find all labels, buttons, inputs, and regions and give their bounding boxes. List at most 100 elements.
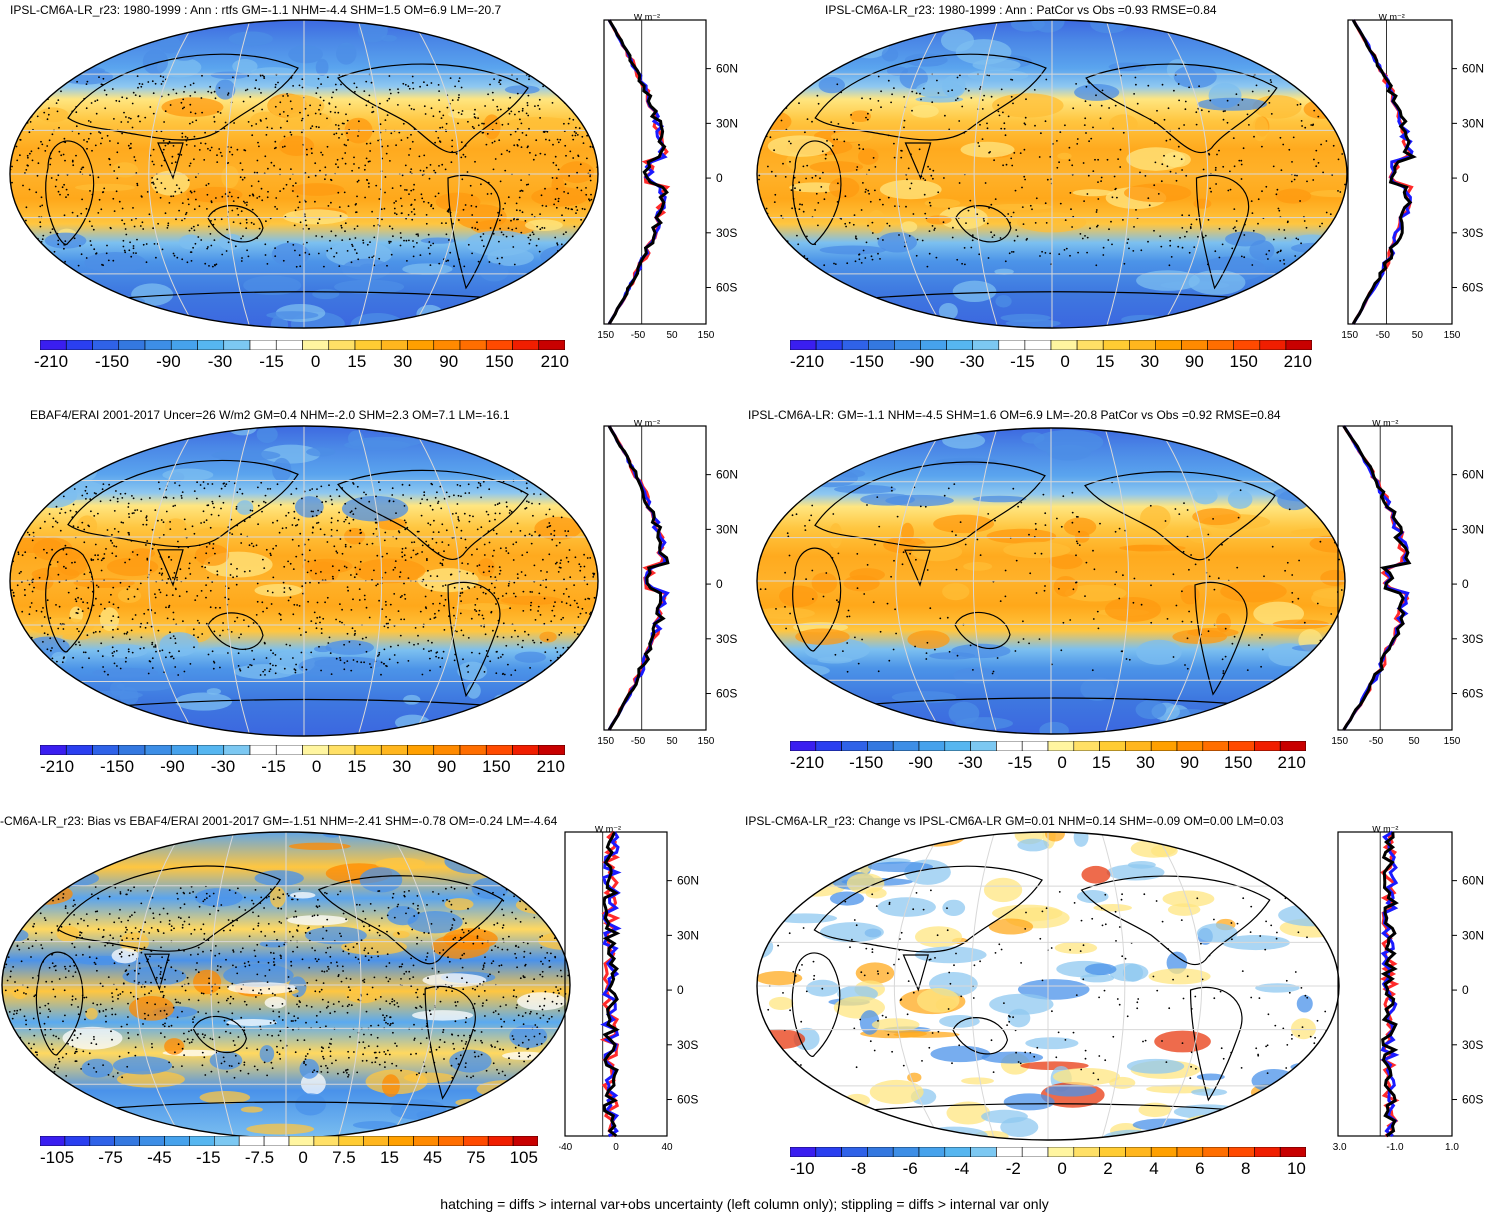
mean-profile-black (602, 831, 621, 1138)
profile-x-tick-label: 150 (698, 736, 715, 747)
colorbar-tick-label: -2 (1005, 1159, 1021, 1178)
profile-unit: W m⁻² (595, 826, 621, 834)
latitude-tick-label: 0 (716, 171, 723, 185)
figure-footnote: hatching = diffs > internal var+obs unce… (440, 1196, 1049, 1212)
colorbar-tick-label: -90 (156, 352, 181, 371)
colorbar-tick-label: -150 (100, 757, 135, 776)
colorbar-tick-label: 150 (1224, 753, 1253, 772)
colorbar-tick-label: 75 (466, 1148, 486, 1167)
zonal-mean-profile: W m⁻² 60N 30N 0 30S 60S -150 -50 50 150 (1342, 14, 1484, 341)
profile-unit: W m⁻² (1378, 14, 1404, 22)
profile-x-tick-label: 50 (1412, 330, 1424, 341)
colorbar-tick-label: 15 (1095, 352, 1115, 371)
colorbar-tick-label: -210 (34, 352, 69, 371)
colorbar-tick-label: -10 (790, 1159, 815, 1178)
colorbar-tick-label: 210 (1283, 352, 1312, 371)
colorbar-tick-label: 0 (311, 757, 322, 776)
coastline (317, 875, 504, 965)
colorbar-tick-label: -210 (40, 757, 75, 776)
colorbar-tick-label: 90 (437, 757, 457, 776)
mean-profile-black (607, 19, 669, 325)
colorbar-tick-label: -105 (40, 1148, 75, 1167)
profile-x-tick-label: -50 (631, 330, 646, 341)
colorbar (40, 340, 565, 350)
coastline (904, 549, 931, 587)
latitude-tick-label: 60N (677, 874, 699, 888)
colorbar-tick-label: -15 (259, 352, 284, 371)
obs-profile-blue (1351, 19, 1414, 325)
colorbar-tick-label: 90 (1179, 753, 1199, 772)
colorbar-tick-label: -210 (790, 753, 825, 772)
colorbar-labels: -210 -150 -90 -30 -15 0 15 30 90 150 210 (790, 352, 1312, 372)
latitude-tick-label: 30S (716, 226, 737, 240)
colorbar (790, 741, 1306, 751)
latitude-tick-label: 30N (677, 928, 699, 942)
colorbar-labels: -210 -150 -90 -30 -15 0 15 30 90 150 210 (40, 757, 565, 777)
obs-profile-blue (607, 425, 670, 731)
coastline (192, 1015, 247, 1053)
zonal-mean-profile: W m⁻² 60N 30N 0 30S 60S -150 -50 50 150 (598, 14, 738, 341)
profile-x-tick-label: 150 (1444, 736, 1461, 747)
colorbar-tick-label: -15 (195, 1148, 221, 1167)
colorbar-tick-label: -90 (160, 757, 185, 776)
coastline (207, 205, 264, 243)
profile-x-tick-label: -150 (1342, 330, 1358, 341)
profile-x-tick-label: -50 (1369, 736, 1384, 747)
profile-x-tick-label: -50 (631, 736, 646, 747)
coastline (904, 142, 932, 180)
obs-profile-blue (1342, 425, 1410, 731)
colorbar-tick-label: 0 (298, 1148, 308, 1167)
coastline (954, 611, 1011, 649)
panel-title: IPSL-CM6A-LR_r23: Change vs IPSL-CM6A-LR… (745, 814, 1284, 828)
profile-x-tick-label: -150 (598, 330, 614, 341)
world-map (9, 19, 599, 329)
latitude-tick-label: 0 (1462, 171, 1469, 185)
panel-title: IPSL-CM6A-LR_r23: 1980-1999 : Ann : PatC… (825, 3, 1217, 17)
profile-unit: W m⁻² (634, 14, 660, 22)
zonal-mean-profile: W m⁻² 60N 30N 0 30S 60S -150 -50 50 150 (1332, 420, 1484, 747)
colorbar-tick-label: -4 (954, 1159, 970, 1178)
latitude-tick-label: 60S (1462, 687, 1483, 701)
colorbar-labels: -210 -150 -90 -30 -15 0 15 30 90 150 210 (790, 753, 1306, 773)
colorbar-tick-label: 45 (423, 1148, 443, 1167)
colorbar-tick-label: 0 (1060, 352, 1070, 371)
coastline (67, 459, 299, 548)
panel-title: -CM6A-LR_r23: Bias vs EBAF4/ERAI 2001-20… (0, 814, 558, 828)
colorbar-labels: -210 -150 -90 -30 -15 0 15 30 90 150 210 (34, 352, 569, 372)
latitude-tick-label: 60S (716, 687, 737, 701)
colorbar (790, 340, 1312, 350)
obs-profile-blue (607, 19, 668, 325)
colorbar-tick-label: -90 (909, 352, 935, 371)
latitude-tick-label: 60N (1462, 468, 1484, 482)
colorbar-tick-label: -75 (98, 1148, 123, 1167)
colorbar-tick-label: 210 (536, 757, 565, 776)
profile-x-tick-label: 50 (666, 736, 678, 747)
profile-x-tick-label: -1.0 (1386, 1142, 1404, 1153)
panel-title: IPSL-CM6A-LR: GM=-1.1 NHM=-4.5 SHM=1.6 O… (748, 408, 1281, 422)
colorbar-tick-label: 0 (1057, 753, 1067, 772)
colorbar (40, 745, 565, 755)
colorbar-tick-label: 30 (1135, 753, 1155, 772)
colorbar-tick-label: -210 (790, 352, 825, 371)
mean-profile-black (1351, 19, 1417, 325)
latitude-tick-label: 60S (1462, 1093, 1483, 1107)
colorbar-tick-label: 10 (1286, 1159, 1306, 1178)
colorbar-tick-label: 15 (380, 1148, 399, 1167)
model-profile-red (1342, 425, 1410, 731)
latitude-tick-label: 0 (716, 577, 723, 591)
world-map (756, 831, 1340, 1141)
colorbar-tick-label: -150 (849, 352, 884, 371)
latitude-tick-label: 0 (677, 983, 684, 997)
profile-x-tick-label: 0 (613, 1142, 619, 1153)
latitude-tick-label: 60S (677, 1093, 698, 1107)
latitude-tick-label: 60S (716, 281, 737, 295)
world-map (9, 425, 599, 737)
colorbar-labels: -10 -8 -6 -4 -2 0 2 4 6 8 10 (790, 1159, 1306, 1179)
profile-x-tick-label: -40 (559, 1142, 573, 1153)
coastline (902, 954, 930, 992)
model-profile-red (1351, 19, 1414, 325)
zonal-mean-profile: W m⁻² 60N 30N 0 30S 60S -3.0 -1.0 1.0 (1332, 826, 1484, 1153)
latitude-tick-label: 0 (1462, 983, 1469, 997)
coastline (814, 461, 1046, 548)
latitude-tick-label: 60N (716, 468, 738, 482)
